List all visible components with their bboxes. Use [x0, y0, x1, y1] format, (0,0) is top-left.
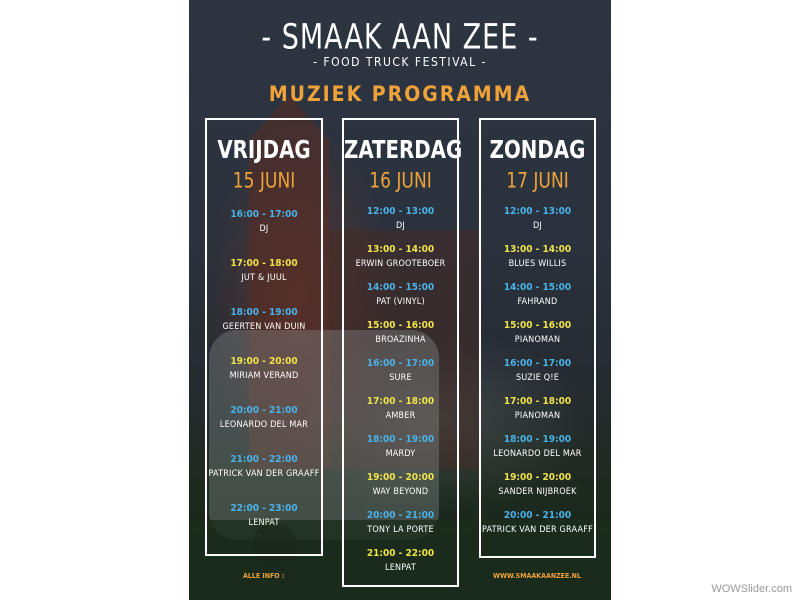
day-column-sunday: ZONDAG 17 JUNI 12:00 - 13:00 DJ 13:00 - …	[479, 118, 596, 558]
slot-time: 19:00 - 20:00	[230, 356, 298, 367]
slot-time: 12:00 - 13:00	[503, 206, 572, 217]
slot-act: SURE	[389, 373, 412, 383]
watermark: WOWSlider.com	[711, 583, 792, 595]
slot-time: 16:00 - 17:00	[366, 358, 435, 369]
slot-time: 20:00 - 21:00	[503, 510, 572, 521]
slot-time: 18:00 - 19:00	[230, 307, 298, 318]
building-annex	[329, 230, 479, 470]
slot-act: GEERTEN VAN DUIN	[222, 322, 306, 332]
day-name: VRIJDAG	[217, 136, 311, 165]
schedule-slot: 22:00 - 23:00 LENPAT	[207, 503, 321, 529]
building-silhouette	[249, 95, 329, 470]
slot-act: DJ	[259, 224, 269, 234]
schedule-slot: 17:00 - 18:00 JUT & JUUL	[207, 258, 321, 284]
schedule-slot: 19:00 - 20:00 WAY BEYOND	[344, 472, 457, 498]
slot-time: 16:00 - 17:00	[503, 358, 572, 369]
slot-time: 21:00 - 22:00	[230, 454, 298, 465]
slot-act: MIRIAM VERAND	[229, 371, 299, 381]
slot-act: BLUES WILLIS	[508, 259, 567, 269]
day-column-friday: VRIJDAG 15 JUNI 16:00 - 17:00 DJ 17:00 -…	[205, 118, 323, 556]
day-date: 15 JUNI	[232, 168, 296, 194]
slot-time: 13:00 - 14:00	[503, 244, 572, 255]
schedule-slot: 21:00 - 22:00 PATRICK VAN DER GRAAFF	[207, 454, 321, 480]
slot-act: PATRICK VAN DER GRAAFF	[482, 525, 593, 535]
slot-time: 13:00 - 14:00	[366, 244, 435, 255]
slot-time: 20:00 - 21:00	[366, 510, 435, 521]
slot-time: 22:00 - 23:00	[230, 503, 298, 514]
slot-time: 17:00 - 18:00	[503, 396, 572, 407]
poster-subtitle: - FOOD TRUCK FESTIVAL -	[313, 55, 487, 69]
schedule-slot: 17:00 - 18:00 PIANOMAN	[481, 396, 594, 422]
schedule-slot: 12:00 - 13:00 DJ	[481, 206, 594, 232]
schedule-slot: 18:00 - 19:00 GEERTEN VAN DUIN	[207, 307, 321, 333]
slot-act: LEONARDO DEL MAR	[219, 420, 309, 430]
schedule-slot: 16:00 - 17:00 DJ	[207, 209, 321, 235]
poster-title: - SMAAK AAN ZEE -	[261, 17, 539, 58]
slot-act: AMBER	[385, 411, 416, 421]
slot-act: PIANOMAN	[514, 411, 561, 421]
slot-time: 17:00 - 18:00	[230, 258, 298, 269]
slot-time: 20:00 - 21:00	[230, 405, 298, 416]
slot-time: 18:00 - 19:00	[503, 434, 572, 445]
slot-time: 19:00 - 20:00	[503, 472, 572, 483]
slot-act: FAHRAND	[517, 297, 558, 307]
schedule-slot: 21:00 - 22:00 LENPAT	[344, 548, 457, 574]
slot-act: SANDER NIJBROEK	[498, 487, 577, 497]
slot-time: 16:00 - 17:00	[230, 209, 298, 220]
schedule-slot: 19:00 - 20:00 MIRIAM VERAND	[207, 356, 321, 382]
schedule-slot: 20:00 - 21:00 PATRICK VAN DER GRAAFF	[481, 510, 594, 536]
slot-time: 21:00 - 22:00	[366, 548, 435, 559]
slot-act: WAY BEYOND	[372, 487, 429, 497]
festival-poster: - SMAAK AAN ZEE - - FOOD TRUCK FESTIVAL …	[189, 0, 611, 600]
schedule-slot: 12:00 - 13:00 DJ	[344, 206, 457, 232]
slot-act: ERWIN GROOTEBOER	[355, 259, 446, 269]
schedule-slot: 17:00 - 18:00 AMBER	[344, 396, 457, 422]
schedule-slot: 20:00 - 21:00 LEONARDO DEL MAR	[207, 405, 321, 431]
slot-time: 12:00 - 13:00	[366, 206, 435, 217]
day-name: ZATERDAG	[344, 136, 463, 165]
food-truck	[209, 330, 439, 540]
schedule-slot: 16:00 - 17:00 SURE	[344, 358, 457, 384]
schedule-slot: 13:00 - 14:00 BLUES WILLIS	[481, 244, 594, 270]
slot-act: PAT (VINYL)	[376, 297, 425, 307]
slot-act: DJ	[532, 221, 543, 231]
schedule-slot: 18:00 - 19:00 LEONARDO DEL MAR	[481, 434, 594, 460]
slot-time: 14:00 - 15:00	[366, 282, 435, 293]
day-date: 17 JUNI	[506, 168, 569, 194]
schedule-slot: 13:00 - 14:00 ERWIN GROOTEBOER	[344, 244, 457, 270]
day-date: 16 JUNI	[369, 168, 432, 194]
schedule-slot: 19:00 - 20:00 SANDER NIJBROEK	[481, 472, 594, 498]
footer-website-link[interactable]: WWW.SMAAKAANZEE.NL	[493, 572, 581, 580]
slot-time: 17:00 - 18:00	[366, 396, 435, 407]
slot-act: JUT & JUUL	[241, 273, 287, 283]
slot-act: MARDY	[385, 449, 416, 459]
schedule-slot: 18:00 - 19:00 MARDY	[344, 434, 457, 460]
slot-act: PATRICK VAN DER GRAAFF	[208, 469, 320, 479]
slot-time: 19:00 - 20:00	[366, 472, 435, 483]
slot-act: LENPAT	[248, 518, 280, 528]
slot-act: LENPAT	[385, 563, 416, 573]
slot-act: LEONARDO DEL MAR	[493, 449, 582, 459]
schedule-slot: 14:00 - 15:00 PAT (VINYL)	[344, 282, 457, 308]
schedule-slot: 15:00 - 16:00 PIANOMAN	[481, 320, 594, 346]
slot-act: TONY LA PORTE	[367, 525, 434, 535]
slot-time: 15:00 - 16:00	[503, 320, 572, 331]
slot-time: 15:00 - 16:00	[366, 320, 435, 331]
schedule-slot: 20:00 - 21:00 TONY LA PORTE	[344, 510, 457, 536]
day-column-saturday: ZATERDAG 16 JUNI 12:00 - 13:00 DJ 13:00 …	[342, 118, 463, 587]
day-name: ZONDAG	[489, 136, 586, 165]
slot-act: PIANOMAN	[514, 335, 561, 345]
schedule-slot: 15:00 - 16:00 BROAZINHA	[344, 320, 457, 346]
slot-time: 18:00 - 19:00	[366, 434, 435, 445]
schedule-slot: 14:00 - 15:00 FAHRAND	[481, 282, 594, 308]
slot-act: SUZIE Q!E	[515, 373, 560, 383]
slot-act: DJ	[395, 221, 406, 231]
footer-info-label: ALLE INFO :	[243, 572, 285, 580]
schedule-slot: 16:00 - 17:00 SUZIE Q!E	[481, 358, 594, 384]
program-heading: MUZIEK PROGRAMMA	[268, 82, 532, 106]
slot-time: 14:00 - 15:00	[503, 282, 572, 293]
slot-act: BROAZINHA	[375, 335, 426, 345]
